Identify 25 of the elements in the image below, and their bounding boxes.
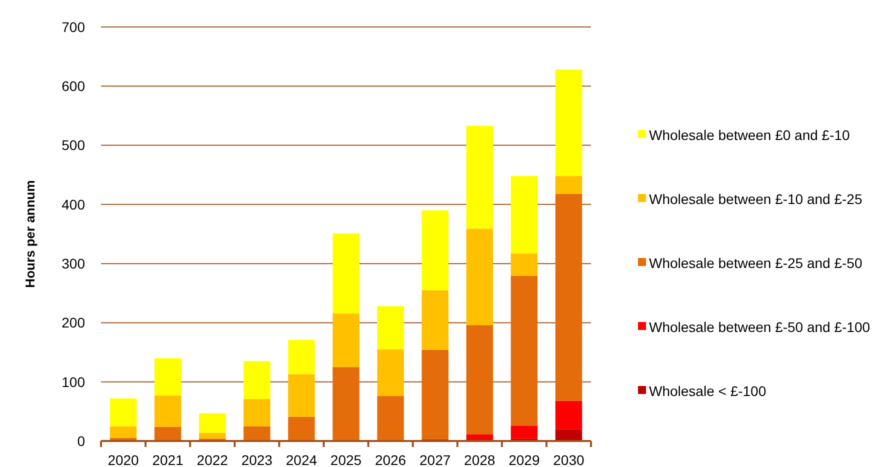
legend-label: Wholesale between £0 and £-10 <box>649 126 850 143</box>
y-tick-label: 100 <box>62 374 86 390</box>
y-tick-label: 700 <box>62 18 86 35</box>
x-tick-label: 2025 <box>330 452 362 467</box>
y-tick-label: 400 <box>62 196 86 212</box>
y-tick-label: 300 <box>62 255 86 272</box>
x-tick-label: 2023 <box>241 452 273 467</box>
x-tick-label: 2030 <box>553 452 585 467</box>
legend-label: Wholesale < £-100 <box>649 382 766 399</box>
legend-label: Wholesale between £-25 and £-50 <box>649 254 862 271</box>
x-tick-label: 2022 <box>196 452 228 467</box>
x-tick-label: 2020 <box>108 452 140 467</box>
y-tick-label: 500 <box>62 137 86 154</box>
y-axis-title: Hours per annum <box>22 180 38 288</box>
y-tick-label: 0 <box>77 432 86 449</box>
legend-label: Wholesale between £-10 and £-25 <box>649 190 862 207</box>
x-tick-label: 2026 <box>374 452 406 467</box>
y-tick-label: 200 <box>62 314 86 331</box>
x-tick-label: 2029 <box>508 452 540 467</box>
legend-label: Wholesale between £-50 and £-100 <box>649 318 870 335</box>
y-tick-label: 600 <box>62 78 86 94</box>
x-tick-label: 2028 <box>464 452 496 467</box>
x-tick-label: 2021 <box>152 452 184 467</box>
x-tick-label: 2024 <box>286 452 318 467</box>
x-tick-label: 2027 <box>420 452 451 467</box>
